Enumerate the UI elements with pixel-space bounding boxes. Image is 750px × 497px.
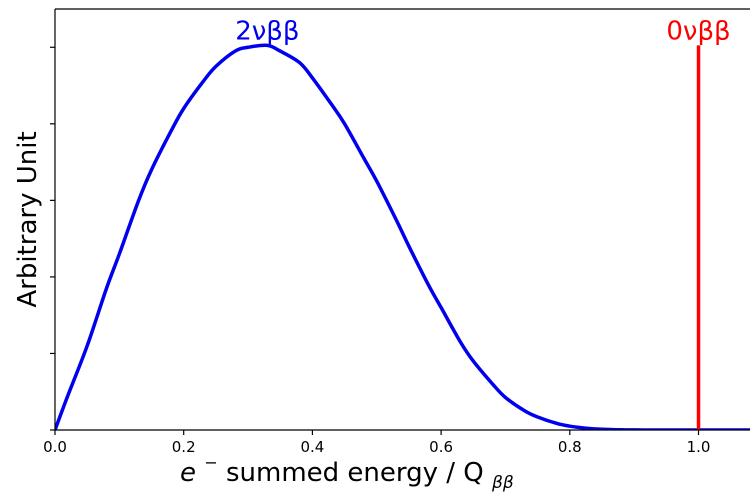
series-layer: [55, 43, 750, 430]
axes: 0.0 0.2 0.4 0.6 0.8 1.0: [43, 8, 750, 456]
series-label-1: 0νββ: [666, 16, 730, 46]
series-label-0: 2νββ: [235, 16, 299, 46]
x-axis-label: e − summed energy / Q ββ: [180, 445, 514, 493]
series-line-0: [55, 43, 750, 430]
x-axis-label-superscript: −: [204, 453, 217, 472]
x-tick-label: 0.8: [558, 438, 582, 456]
x-tick-label: 0.2: [172, 438, 196, 456]
x-tick-label: 0.4: [300, 438, 324, 456]
plot-background: [55, 9, 750, 430]
y-axis-label: Arbitrary Unit: [13, 131, 43, 307]
plot-area: [55, 9, 750, 430]
labels: Arbitrary Unit e − summed energy / Q ββ …: [13, 16, 731, 493]
x-axis-label-prefix: e: [180, 458, 196, 488]
x-axis-label-middle: summed energy / Q: [226, 458, 484, 488]
x-tick-label: 0.0: [43, 438, 67, 456]
x-tick-label: 0.6: [429, 438, 453, 456]
x-axis-label-subscript: ββ: [491, 473, 514, 493]
x-tick-label: 1.0: [687, 438, 711, 456]
